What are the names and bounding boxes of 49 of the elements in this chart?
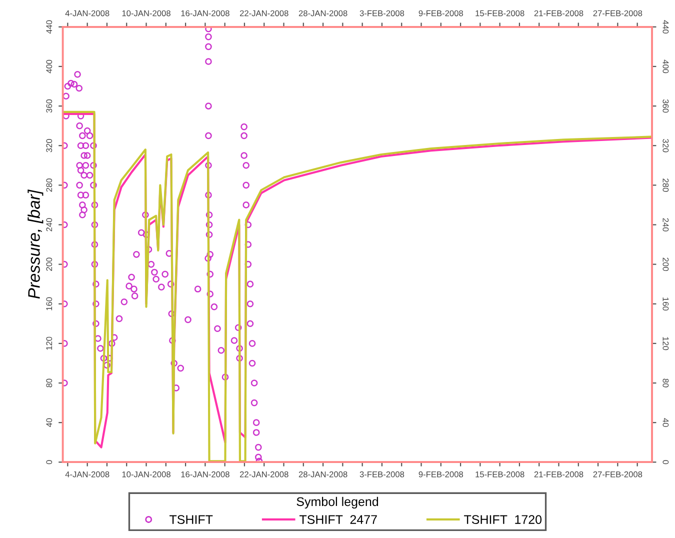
x2-tick-label: 28-JAN-2008 [298, 10, 348, 16]
x-tick-label: 10-JAN-2008 [122, 471, 170, 478]
x2-tick-label: 4-JAN-2008 [65, 10, 110, 16]
x2-tick-label: 10-JAN-2008 [122, 10, 170, 16]
x2-tick-label: 9-FEB-2008 [418, 10, 463, 16]
x-tick-label: 27-FEB-2008 [593, 471, 642, 478]
y2-tick-label: 0 [662, 460, 669, 464]
x2-tick-label: 21-FEB-2008 [534, 10, 584, 16]
y-axis-title: Pressure, [bar] [28, 190, 44, 299]
y2-tick-label: 80 [662, 378, 669, 388]
y-tick-label: 0 [46, 460, 52, 464]
y2-tick-label: 240 [662, 218, 669, 232]
legend-label: TSHIFT [170, 515, 213, 524]
y2-tick-label: 440 [662, 20, 669, 34]
y-tick-label: 240 [46, 218, 52, 232]
x-tick-label: 28-JAN-2008 [298, 471, 348, 478]
legend-title: Symbol legend [296, 496, 378, 509]
y-tick-label: 40 [46, 418, 52, 428]
y2-tick-label: 320 [662, 138, 669, 152]
y2-tick-label: 120 [662, 337, 669, 350]
y-tick-label: 80 [46, 378, 52, 388]
x2-tick-label: 27-FEB-2008 [593, 10, 642, 16]
x-tick-label: 9-FEB-2008 [418, 471, 463, 478]
legend-label: TSHIFT 1720 [464, 515, 542, 524]
y-tick-label: 160 [46, 297, 52, 310]
y2-tick-label: 40 [662, 418, 669, 427]
y-tick-label: 400 [46, 60, 52, 74]
y-tick-label: 440 [46, 20, 52, 34]
y2-tick-label: 400 [662, 60, 669, 74]
x2-tick-label: 16-JAN-2008 [181, 10, 230, 16]
y-tick-label: 320 [46, 138, 52, 152]
y2-tick-label: 200 [662, 258, 669, 271]
x2-tick-label: 3-FEB-2008 [360, 10, 404, 16]
x-tick-label: 16-JAN-2008 [181, 471, 230, 478]
legend-label: TSHIFT 2477 [300, 515, 377, 524]
y-tick-label: 120 [46, 336, 52, 350]
x-tick-label: 15-FEB-2008 [476, 471, 524, 478]
y-tick-label: 280 [46, 178, 52, 192]
x2-tick-label: 22-JAN-2008 [240, 10, 288, 16]
y-tick-label: 200 [46, 258, 52, 271]
x-tick-label: 22-JAN-2008 [240, 471, 288, 478]
x2-tick-label: 15-FEB-2008 [476, 10, 524, 16]
x-tick-label: 4-JAN-2008 [65, 471, 110, 478]
x-tick-label: 21-FEB-2008 [534, 471, 584, 478]
y2-tick-label: 280 [662, 178, 669, 192]
y2-tick-label: 360 [662, 99, 669, 113]
x-tick-label: 3-FEB-2008 [360, 471, 404, 478]
y-tick-label: 360 [46, 99, 52, 113]
y2-tick-label: 160 [662, 298, 669, 310]
